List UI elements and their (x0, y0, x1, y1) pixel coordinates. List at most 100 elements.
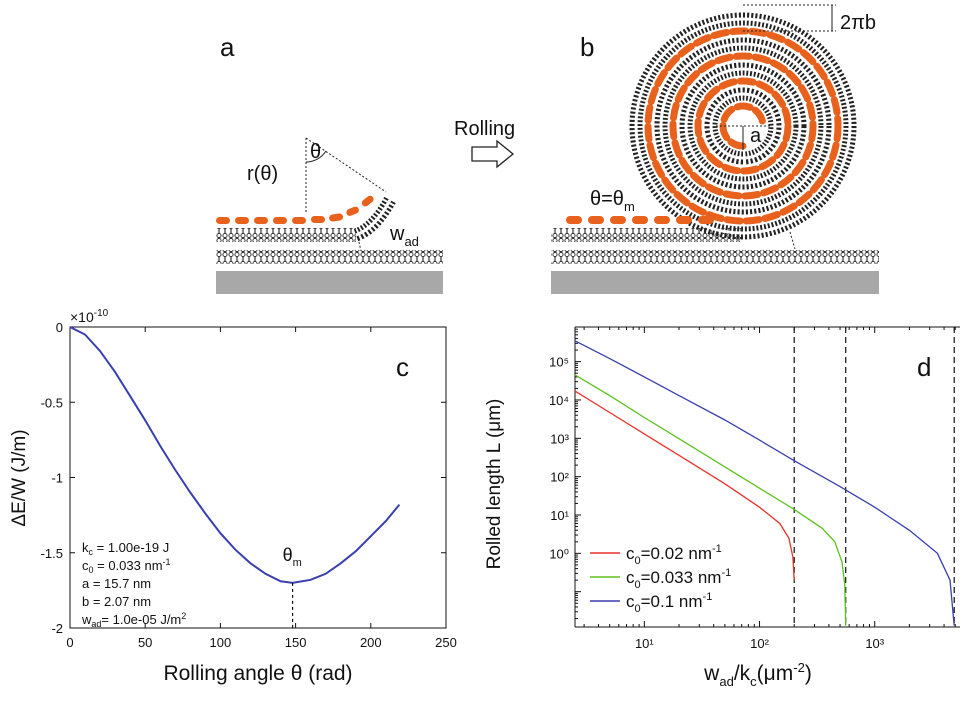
parameter-list: kc = 1.00e-19 Jc0 = 0.033 nm-1a = 15.7 n… (81, 540, 186, 629)
param-rest: = 1.0e-05 J/m (101, 612, 181, 627)
rolling-arrow-icon (471, 139, 515, 169)
rolling-arrow-group: Rolling (454, 118, 515, 169)
legend-main: c (626, 544, 635, 563)
d-ylabel: Rolled length L (μm) (484, 399, 505, 570)
x-tick-label-c: 250 (435, 635, 457, 650)
legend-rest: =0.033 nm (641, 568, 722, 587)
panel-a: a r(θ) θ wad (216, 32, 443, 294)
curving-membrane-edge (353, 196, 396, 242)
param-main: b = 2.07 nm (82, 594, 151, 609)
theta-m-main-c: θ (283, 545, 293, 565)
d-xlabel-sub1: ad (719, 674, 733, 689)
angled-radius-line (305, 137, 387, 193)
legend-rest: =0.02 nm (641, 544, 712, 563)
theta-m-label-c: θm (283, 545, 302, 569)
legend-sup: -1 (712, 543, 722, 555)
wad-main: w (389, 223, 405, 245)
legend-rest: =0.1 nm (641, 592, 703, 611)
c-xlabel: Rolling angle θ (rad) (163, 662, 352, 685)
wad-sub: ad (404, 234, 418, 249)
axis-ticks-c: 0 50 100 150 200 250 0 -0.5 -1 -1.5 -2 (41, 320, 457, 650)
y-tick-label-d: 10⁴ (549, 393, 569, 408)
panel-b-letter: b (580, 32, 594, 62)
substrate-b (551, 271, 879, 294)
energy-curve (69, 326, 401, 584)
theta-arc (305, 150, 327, 163)
parameter-line: a = 15.7 nm (82, 576, 151, 591)
theta-m-sub-c: m (293, 557, 302, 569)
exponent-label: ×10-10 (70, 308, 109, 325)
radius-a-label: a (750, 125, 762, 147)
theta-m-main-b: θ=θ (590, 188, 624, 210)
pitch-label: 2πb (840, 12, 876, 34)
rolled-membrane-spiral (629, 12, 857, 240)
param-sup: -1 (163, 557, 171, 567)
param-sup: 2 (181, 611, 186, 621)
d-xlabel-sup: -2 (793, 660, 805, 675)
x-tick-label-d: 10¹ (635, 636, 654, 651)
c-ylabel: ΔE/W (J/m) (9, 429, 30, 526)
y-tick-label-d: 10³ (550, 431, 569, 446)
series-curve (574, 390, 795, 581)
theta-m-label-b: θ=θm (590, 188, 635, 214)
x-tick-label-d: 10³ (865, 636, 884, 651)
legend-sup: -1 (703, 591, 713, 603)
d-xlabel-sub2: c (750, 674, 757, 689)
rolling-label: Rolling (454, 118, 515, 140)
supported-bilayer-b (551, 250, 879, 264)
length-curves (574, 340, 955, 626)
curving-membrane-core (355, 199, 392, 237)
legend-sub: 0 (635, 603, 641, 615)
param-sub: c (89, 547, 94, 557)
flat-membrane-bilayer (216, 228, 356, 242)
supported-bilayer (216, 250, 443, 264)
panel-c-letter: c (396, 352, 409, 382)
legend-label: c0=0.1 nm-1 (626, 591, 712, 615)
theta-m-sub-b: m (624, 199, 635, 214)
param-rest: = 1.00e-19 J (93, 540, 169, 555)
x-tick-label-c: 50 (138, 635, 152, 650)
legend-sup: -1 (721, 567, 731, 579)
y-tick-label-d: 10⁵ (549, 355, 569, 370)
param-main: w (81, 612, 92, 627)
r-theta-label: r(θ) (247, 163, 278, 185)
axis-ticks-d: 10¹ 10² 10³ 10⁰ 10¹ 10² 10³ 10⁴ 10⁵ (549, 326, 956, 651)
legend-main: c (626, 568, 635, 587)
legend-label: c0=0.02 nm-1 (626, 543, 722, 567)
exponent-prefix: ×10 (70, 309, 94, 325)
legend-sub: 0 (635, 579, 641, 591)
param-sub: 0 (89, 565, 94, 575)
protein-row-b (566, 216, 714, 224)
y-tick-label-c: -1 (51, 471, 63, 486)
protein-row-a (216, 195, 374, 224)
contact-line-b (789, 231, 796, 250)
d-xlabel-close: ) (805, 662, 812, 685)
param-main: c (82, 558, 89, 573)
legend-main: c (626, 592, 635, 611)
y-tick-label-d: 10¹ (550, 508, 569, 523)
panel-b: b 2 (551, 4, 879, 294)
y-tick-label-c: -2 (51, 621, 63, 636)
x-tick-label-c: 200 (360, 635, 382, 650)
y-tick-label-d: 10² (550, 470, 569, 485)
parameter-line: wad= 1.0e-05 J/m2 (81, 611, 186, 629)
parameter-line: kc = 1.00e-19 J (82, 540, 169, 557)
legend: c0=0.02 nm-1c0=0.033 nm-1c0=0.1 nm-1 (590, 543, 731, 615)
d-xlabel-main: w (703, 662, 720, 685)
exponent-power: -10 (94, 308, 109, 319)
series-curve (574, 340, 955, 626)
d-xlabel-end: (μm (757, 662, 794, 685)
param-rest: = 0.033 nm (94, 558, 163, 573)
wad-label: wad (389, 223, 419, 249)
x-tick-label-c: 0 (66, 635, 73, 650)
flat-membrane-b (551, 228, 741, 242)
y-tick-label-c: -0.5 (41, 395, 63, 410)
panel-d-letter: d (917, 352, 931, 382)
x-tick-label-c: 100 (210, 635, 232, 650)
y-tick-label-c: -1.5 (41, 546, 63, 561)
parameter-line: c0 = 0.033 nm-1 (82, 557, 171, 575)
theta-label: θ (310, 141, 321, 163)
legend-sub: 0 (635, 555, 641, 567)
